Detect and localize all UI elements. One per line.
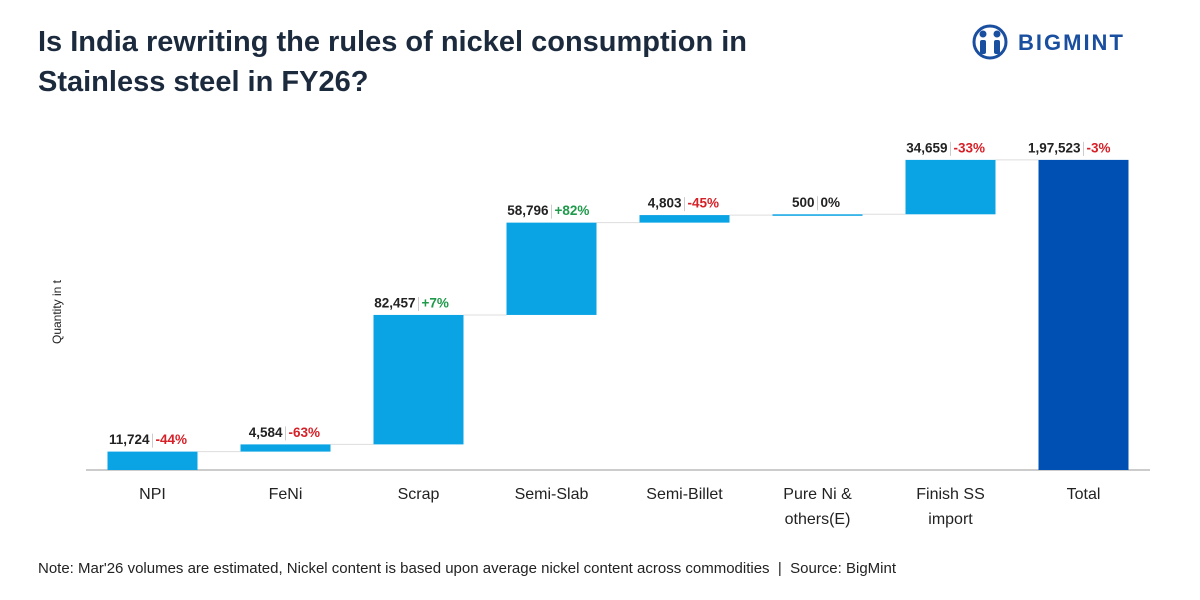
- value-label: 58,796: [507, 203, 549, 218]
- x-tick-label: FeNi: [268, 486, 303, 503]
- logo-icon: [972, 24, 1008, 60]
- bar: [240, 444, 331, 452]
- bar: [506, 222, 597, 315]
- bar: [107, 451, 198, 470]
- logo-text: BIGMINT: [1018, 30, 1125, 55]
- bar: [639, 215, 730, 223]
- value-label: 4,584: [249, 425, 283, 440]
- value-label: 34,659: [906, 140, 947, 155]
- value-label: 82,457: [374, 296, 415, 311]
- bar: [373, 314, 464, 445]
- x-tick-label: NPI: [139, 486, 166, 503]
- value-label: 11,724: [109, 432, 150, 447]
- x-tick-label: Pure Ni & others(E): [783, 486, 852, 528]
- note: Note: Mar'26 volumes are estimated, Nick…: [38, 560, 897, 577]
- bar: [772, 214, 863, 216]
- x-tick-label: Finish SS import: [916, 486, 985, 528]
- x-tick-label: Total: [1066, 486, 1101, 503]
- y-axis-label: Quantity in t: [50, 279, 64, 344]
- change-label: +82%: [555, 203, 590, 218]
- value-label: 500: [792, 195, 815, 210]
- x-tick-label: Semi-Slab: [514, 486, 589, 503]
- bar: [905, 159, 996, 215]
- change-label: -45%: [688, 196, 720, 211]
- change-label: -3%: [1087, 140, 1111, 155]
- change-label: -63%: [289, 425, 321, 440]
- bar: [1038, 159, 1129, 470]
- change-label: 0%: [821, 195, 841, 210]
- x-tick-label: Semi-Billet: [646, 486, 723, 503]
- chart-title: Is India rewriting the rules of nickel c…: [38, 26, 747, 98]
- change-label: -44%: [156, 432, 188, 447]
- change-label: +7%: [422, 296, 449, 311]
- change-label: -33%: [954, 140, 986, 155]
- x-tick-label: Scrap: [397, 486, 440, 503]
- value-label: 1,97,523: [1028, 140, 1081, 155]
- value-label: 4,803: [648, 196, 682, 211]
